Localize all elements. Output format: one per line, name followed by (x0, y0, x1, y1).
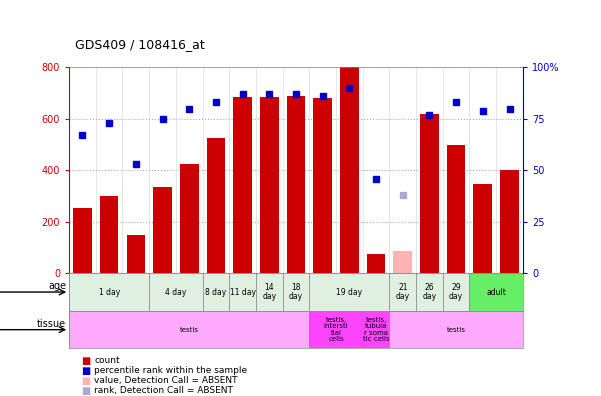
Bar (282, 273, 310, 311)
Bar (207, 138, 225, 273)
Text: ■: ■ (81, 376, 90, 386)
Text: percentile rank within the sample: percentile rank within the sample (94, 366, 248, 375)
Bar (474, 185, 492, 273)
Text: 1 day: 1 day (99, 287, 120, 297)
Text: 19 day: 19 day (337, 287, 362, 297)
Text: 4 day: 4 day (165, 287, 186, 297)
Bar (153, 187, 172, 273)
Text: ■: ■ (81, 366, 90, 376)
Bar (340, 67, 359, 273)
Text: 29
day: 29 day (449, 283, 463, 301)
Bar (443, 273, 469, 311)
Text: 14
day: 14 day (262, 283, 276, 301)
Bar (394, 251, 412, 273)
Bar (469, 273, 523, 311)
Bar (69, 311, 310, 348)
Bar (256, 273, 282, 311)
Text: testis: testis (447, 327, 466, 333)
Bar (416, 273, 443, 311)
Text: 11 day: 11 day (230, 287, 255, 297)
Bar (363, 311, 389, 348)
Bar (367, 254, 385, 273)
Text: count: count (94, 356, 120, 365)
Text: value, Detection Call = ABSENT: value, Detection Call = ABSENT (94, 376, 238, 385)
Text: tissue: tissue (37, 319, 66, 329)
Text: 18
day: 18 day (289, 283, 303, 301)
Bar (313, 98, 332, 273)
Bar (73, 208, 92, 273)
Text: testis,
tubula
r soma
tic cells: testis, tubula r soma tic cells (363, 317, 389, 343)
Text: rank, Detection Call = ABSENT: rank, Detection Call = ABSENT (94, 386, 233, 396)
Bar (229, 273, 256, 311)
Bar (389, 273, 416, 311)
Text: 21
day: 21 day (395, 283, 410, 301)
Bar (310, 311, 363, 348)
Bar (310, 273, 389, 311)
Bar (203, 273, 229, 311)
Bar (69, 273, 149, 311)
Bar (500, 170, 519, 273)
Bar (420, 114, 439, 273)
Bar (260, 97, 279, 273)
Bar (180, 164, 198, 273)
Bar (447, 145, 466, 273)
Bar (389, 311, 523, 348)
Text: 8 day: 8 day (206, 287, 227, 297)
Text: testis,
intersti
tial
cells: testis, intersti tial cells (324, 317, 349, 343)
Bar (149, 273, 203, 311)
Text: adult: adult (486, 287, 506, 297)
Bar (233, 97, 252, 273)
Bar (287, 95, 305, 273)
Text: testis: testis (180, 327, 199, 333)
Bar (126, 234, 145, 273)
Bar (100, 196, 118, 273)
Text: 26
day: 26 day (423, 283, 436, 301)
Text: GDS409 / 108416_at: GDS409 / 108416_at (75, 38, 205, 51)
Text: ■: ■ (81, 386, 90, 396)
Text: ■: ■ (81, 356, 90, 366)
Text: age: age (48, 282, 66, 291)
